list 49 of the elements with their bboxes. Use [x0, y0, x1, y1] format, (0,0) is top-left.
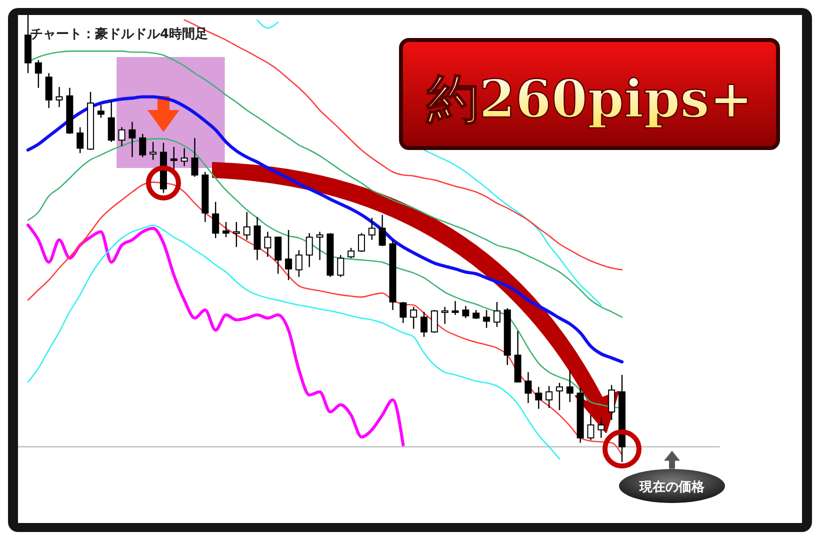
candlestick — [128, 121, 136, 158]
ref-line-label: 現在の価格 — [638, 480, 706, 495]
candlestick — [566, 369, 574, 403]
candlestick — [212, 201, 220, 239]
candlestick — [483, 309, 490, 328]
candlestick — [118, 126, 126, 147]
candlestick — [170, 146, 178, 172]
candlestick — [348, 247, 355, 259]
candlestick — [430, 309, 438, 334]
candlestick — [295, 250, 302, 278]
candlestick — [243, 212, 250, 240]
candlestick — [587, 414, 594, 441]
candlestick — [441, 306, 448, 324]
candlestick — [139, 133, 146, 158]
candlestick — [97, 104, 104, 118]
candlestick — [34, 60, 42, 88]
candlestick — [285, 229, 292, 281]
candlestick — [400, 301, 407, 324]
text: チャート：豪ドルドル4時間足 — [30, 26, 208, 42]
candlestick — [524, 372, 532, 404]
candlestick — [368, 217, 376, 240]
candlestick — [358, 232, 365, 253]
candlestick — [180, 148, 188, 167]
candlestick — [452, 300, 459, 316]
candlestick — [410, 306, 418, 330]
candlestick — [556, 382, 563, 411]
candlestick — [76, 126, 84, 154]
annotation: 約260pips+ — [426, 69, 753, 130]
candlestick — [45, 72, 52, 109]
candlestick — [56, 86, 63, 108]
candlestick — [608, 384, 616, 421]
candlestick — [420, 311, 428, 338]
candlestick — [462, 305, 470, 319]
candlestick — [316, 231, 324, 261]
candlestick — [546, 385, 553, 409]
candlestick — [232, 221, 240, 248]
candlestick — [150, 141, 157, 160]
candlestick — [337, 254, 344, 278]
candlestick — [378, 214, 386, 247]
candlestick — [254, 216, 261, 261]
candlestick — [493, 301, 500, 328]
candlestick — [535, 386, 542, 410]
candlestick — [222, 221, 230, 238]
candlestick — [108, 100, 115, 143]
candlestick — [306, 232, 313, 268]
candlestick — [598, 418, 605, 438]
candlestick — [274, 236, 282, 274]
candlestick — [191, 137, 198, 178]
candlestick — [264, 231, 272, 258]
